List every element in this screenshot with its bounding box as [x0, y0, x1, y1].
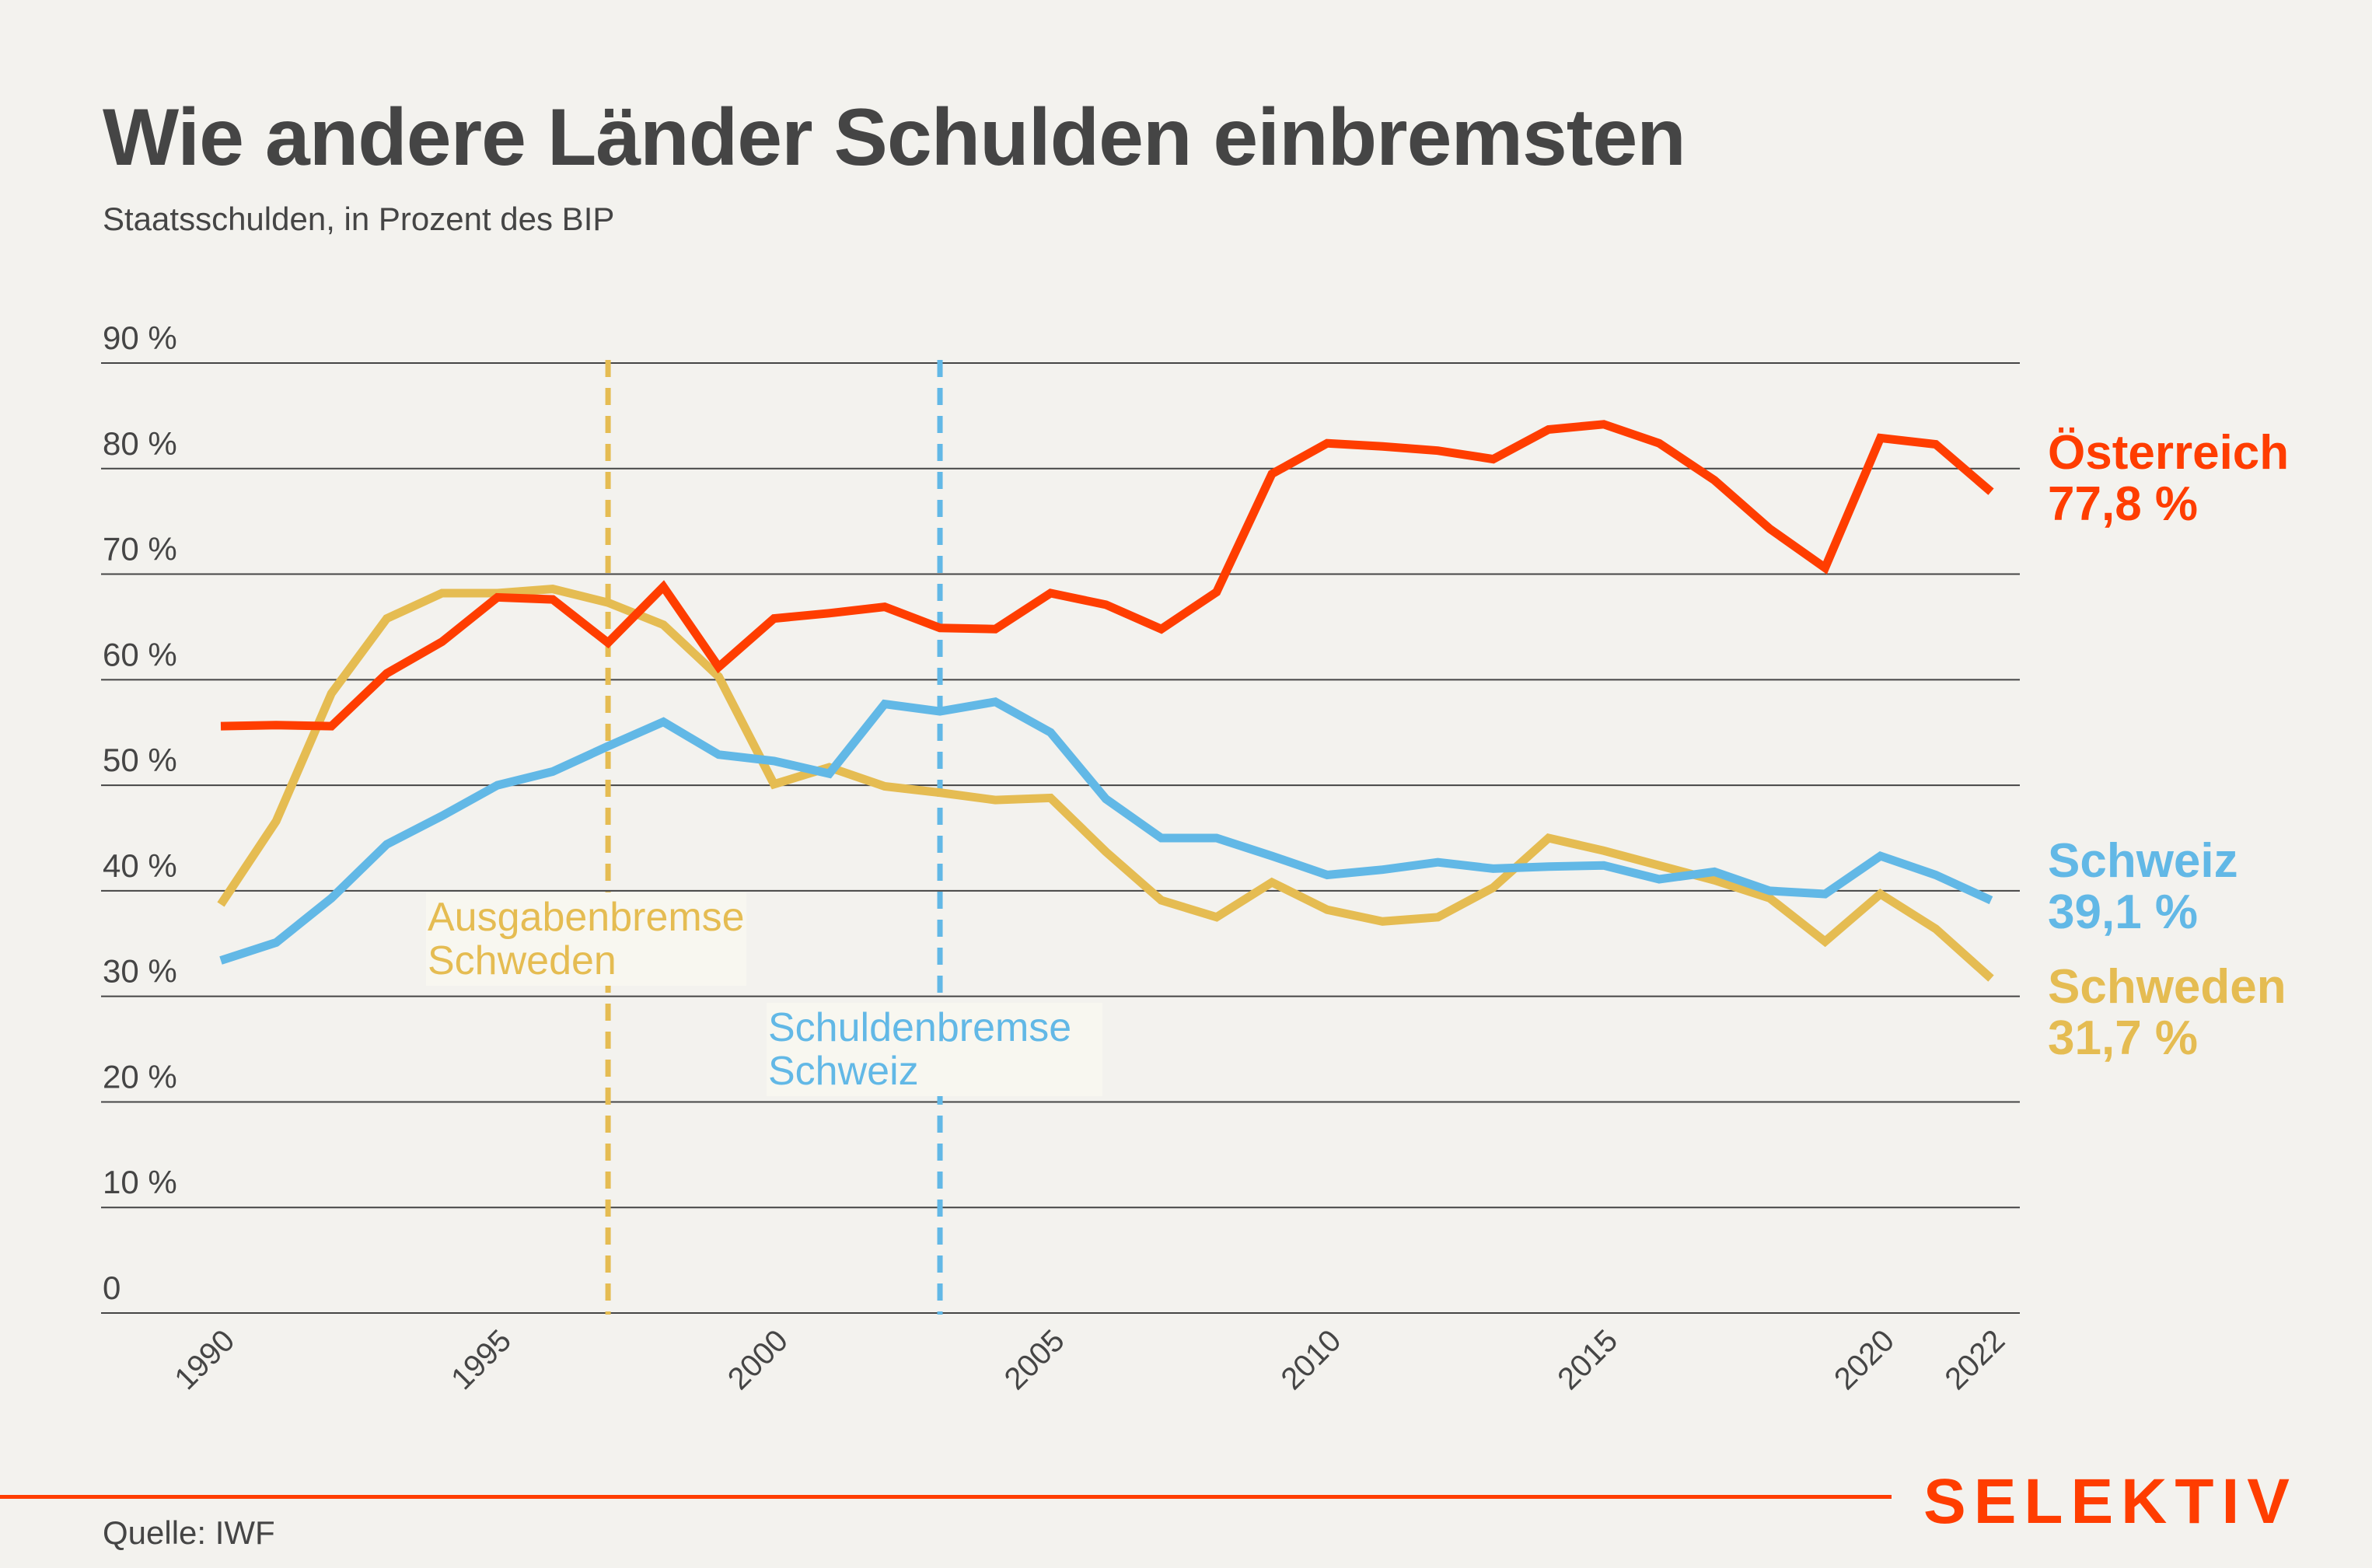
x-tick-label: 2005 [998, 1323, 1071, 1396]
gridlines [101, 362, 2020, 1314]
series-line-oesterreich [220, 420, 1994, 731]
series-line-schweiz [219, 697, 1993, 965]
annotation-label-ausgabenbremse: Ausgabenbremse Schweden [426, 892, 746, 986]
brand-logo: SELEKTIV [1923, 1466, 2297, 1537]
end-label-schweden: Schweden 31,7 % [2048, 962, 2286, 1064]
series-value: 77,8 % [2048, 477, 2199, 531]
end-label-schweiz: Schweiz 39,1 % [2048, 836, 2238, 938]
annotation-label-schuldenbremse: Schuldenbremse Schweiz [767, 1003, 1103, 1096]
series-value: 31,7 % [2048, 1011, 2199, 1065]
x-tick-label: 2015 [1551, 1323, 1624, 1396]
annotation-line-2: Schweiz [768, 1049, 919, 1094]
annotation-lines [605, 360, 943, 1315]
series-lines [217, 420, 1994, 982]
x-tick-label: 2000 [721, 1323, 795, 1396]
y-tick-label: 70 % [103, 531, 177, 567]
y-tick-label: 10 % [103, 1164, 177, 1200]
x-axis-labels: 1990 1995 2000 2005 2010 2015 2020 2022 [168, 1323, 2011, 1396]
y-tick-label: 0 [103, 1269, 121, 1306]
series-name: Österreich [2048, 426, 2290, 480]
chart-title: Wie andere Länder Schulden einbremsten [103, 93, 1686, 183]
end-label-oesterreich: Österreich 77,8 % [2048, 428, 2289, 530]
y-tick-label: 30 % [103, 953, 177, 990]
x-tick-label: 1990 [168, 1323, 241, 1396]
annotation-line-1: Ausgabenbremse [428, 895, 745, 940]
y-tick-label: 90 % [103, 320, 177, 356]
annotation-line-1: Schuldenbremse [768, 1005, 1072, 1050]
series-name: Schweden [2048, 960, 2286, 1014]
x-tick-label: 2022 [1938, 1323, 2011, 1396]
y-tick-label: 50 % [103, 742, 177, 778]
y-tick-label: 40 % [103, 847, 177, 884]
source-note: Quelle: IWF [103, 1514, 275, 1551]
y-tick-label: 60 % [103, 636, 177, 672]
x-tick-label: 2010 [1274, 1323, 1347, 1396]
x-tick-label: 1995 [445, 1323, 518, 1396]
y-tick-label: 80 % [103, 425, 177, 462]
y-axis-labels: 0 10 % 20 % 30 % 40 % 50 % 60 % 70 % 80 % 90 % [103, 320, 177, 1306]
series-name: Schweiz [2048, 834, 2238, 888]
chart-subtitle: Staatsschulden, in Prozent des BIP [103, 201, 615, 237]
y-tick-label: 20 % [103, 1058, 177, 1095]
series-value: 39,1 % [2048, 885, 2199, 939]
footer-divider [0, 1495, 1892, 1499]
x-tick-label: 2020 [1828, 1323, 1901, 1396]
annotation-line-2: Schweden [428, 938, 617, 983]
